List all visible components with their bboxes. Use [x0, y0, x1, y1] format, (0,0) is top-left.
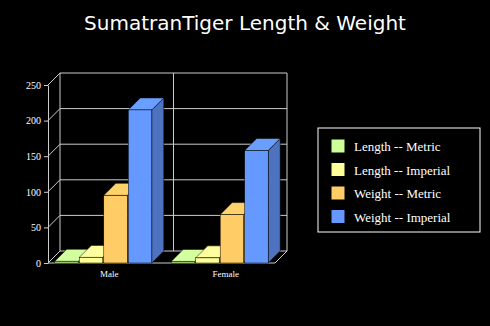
grid-line-side	[48, 73, 60, 85]
back-wall-right	[287, 73, 288, 251]
bar	[104, 195, 128, 263]
series-bars	[128, 98, 280, 263]
legend-label: Length -- Metric	[354, 139, 441, 154]
y-tick: 100	[26, 187, 48, 198]
bar-side	[268, 139, 280, 263]
chart: SumatranTiger Length & Weight 0 50 100 150 20…	[0, 0, 490, 326]
y-tick: 250	[26, 80, 48, 91]
bar-top	[245, 139, 281, 151]
x-tick-label: Female	[212, 269, 239, 279]
y-tick-mark	[44, 85, 48, 86]
bar	[79, 257, 103, 263]
bar	[55, 261, 79, 263]
legend-swatch	[331, 139, 345, 153]
y-tick: 150	[26, 151, 48, 162]
series-bars	[104, 183, 256, 263]
y-tick: 50	[31, 222, 48, 233]
bar	[196, 258, 220, 263]
legend-label: Weight -- Metric	[354, 186, 441, 201]
plot-walls	[48, 73, 287, 263]
y-tick-label: 200	[26, 115, 41, 126]
y-tick-mark	[44, 192, 48, 193]
y-tick-label: 0	[36, 258, 41, 269]
legend-box	[318, 128, 480, 232]
bar-3d	[128, 98, 164, 263]
bar	[245, 151, 269, 263]
grid-line-side	[48, 180, 60, 192]
legend-label: Length -- Imperial	[354, 163, 450, 178]
legend-swatch	[331, 186, 345, 200]
grid-line-side	[48, 144, 60, 156]
y-tick-mark	[44, 156, 48, 157]
bar-top	[128, 98, 164, 110]
bar	[128, 110, 152, 263]
x-tick-label: Male	[100, 269, 119, 279]
y-tick-mark	[44, 121, 48, 122]
bar	[171, 261, 195, 263]
grid-line	[60, 73, 287, 74]
y-tick: 0	[36, 258, 48, 269]
legend-label: Weight -- Imperial	[354, 210, 451, 225]
bar-3d	[245, 139, 281, 263]
legend-swatch	[331, 163, 345, 177]
grid-line-side	[48, 109, 60, 121]
y-tick-mark	[44, 227, 48, 228]
y-axis: 0 50 100 150 200 250	[26, 80, 49, 269]
y-tick-mark	[44, 263, 48, 264]
y-tick-label: 50	[31, 222, 41, 233]
back-wall-left	[60, 73, 61, 251]
y-axis-line	[48, 86, 49, 264]
bar	[220, 215, 244, 263]
bars	[55, 98, 280, 263]
legend-swatch	[331, 210, 345, 224]
y-tick-label: 250	[26, 80, 41, 91]
bar-side	[152, 98, 164, 263]
chart-title: SumatranTiger Length & Weight	[84, 11, 406, 35]
background	[0, 0, 490, 326]
y-tick-label: 100	[26, 187, 41, 198]
grid-line-side	[48, 215, 60, 227]
top-left-edge	[48, 73, 60, 85]
category-divider	[173, 73, 174, 251]
y-tick-label: 150	[26, 151, 41, 162]
grid-line	[60, 108, 287, 109]
y-tick: 200	[26, 115, 48, 126]
legend: Length -- Metric Length -- Imperial Weight…	[318, 128, 480, 232]
